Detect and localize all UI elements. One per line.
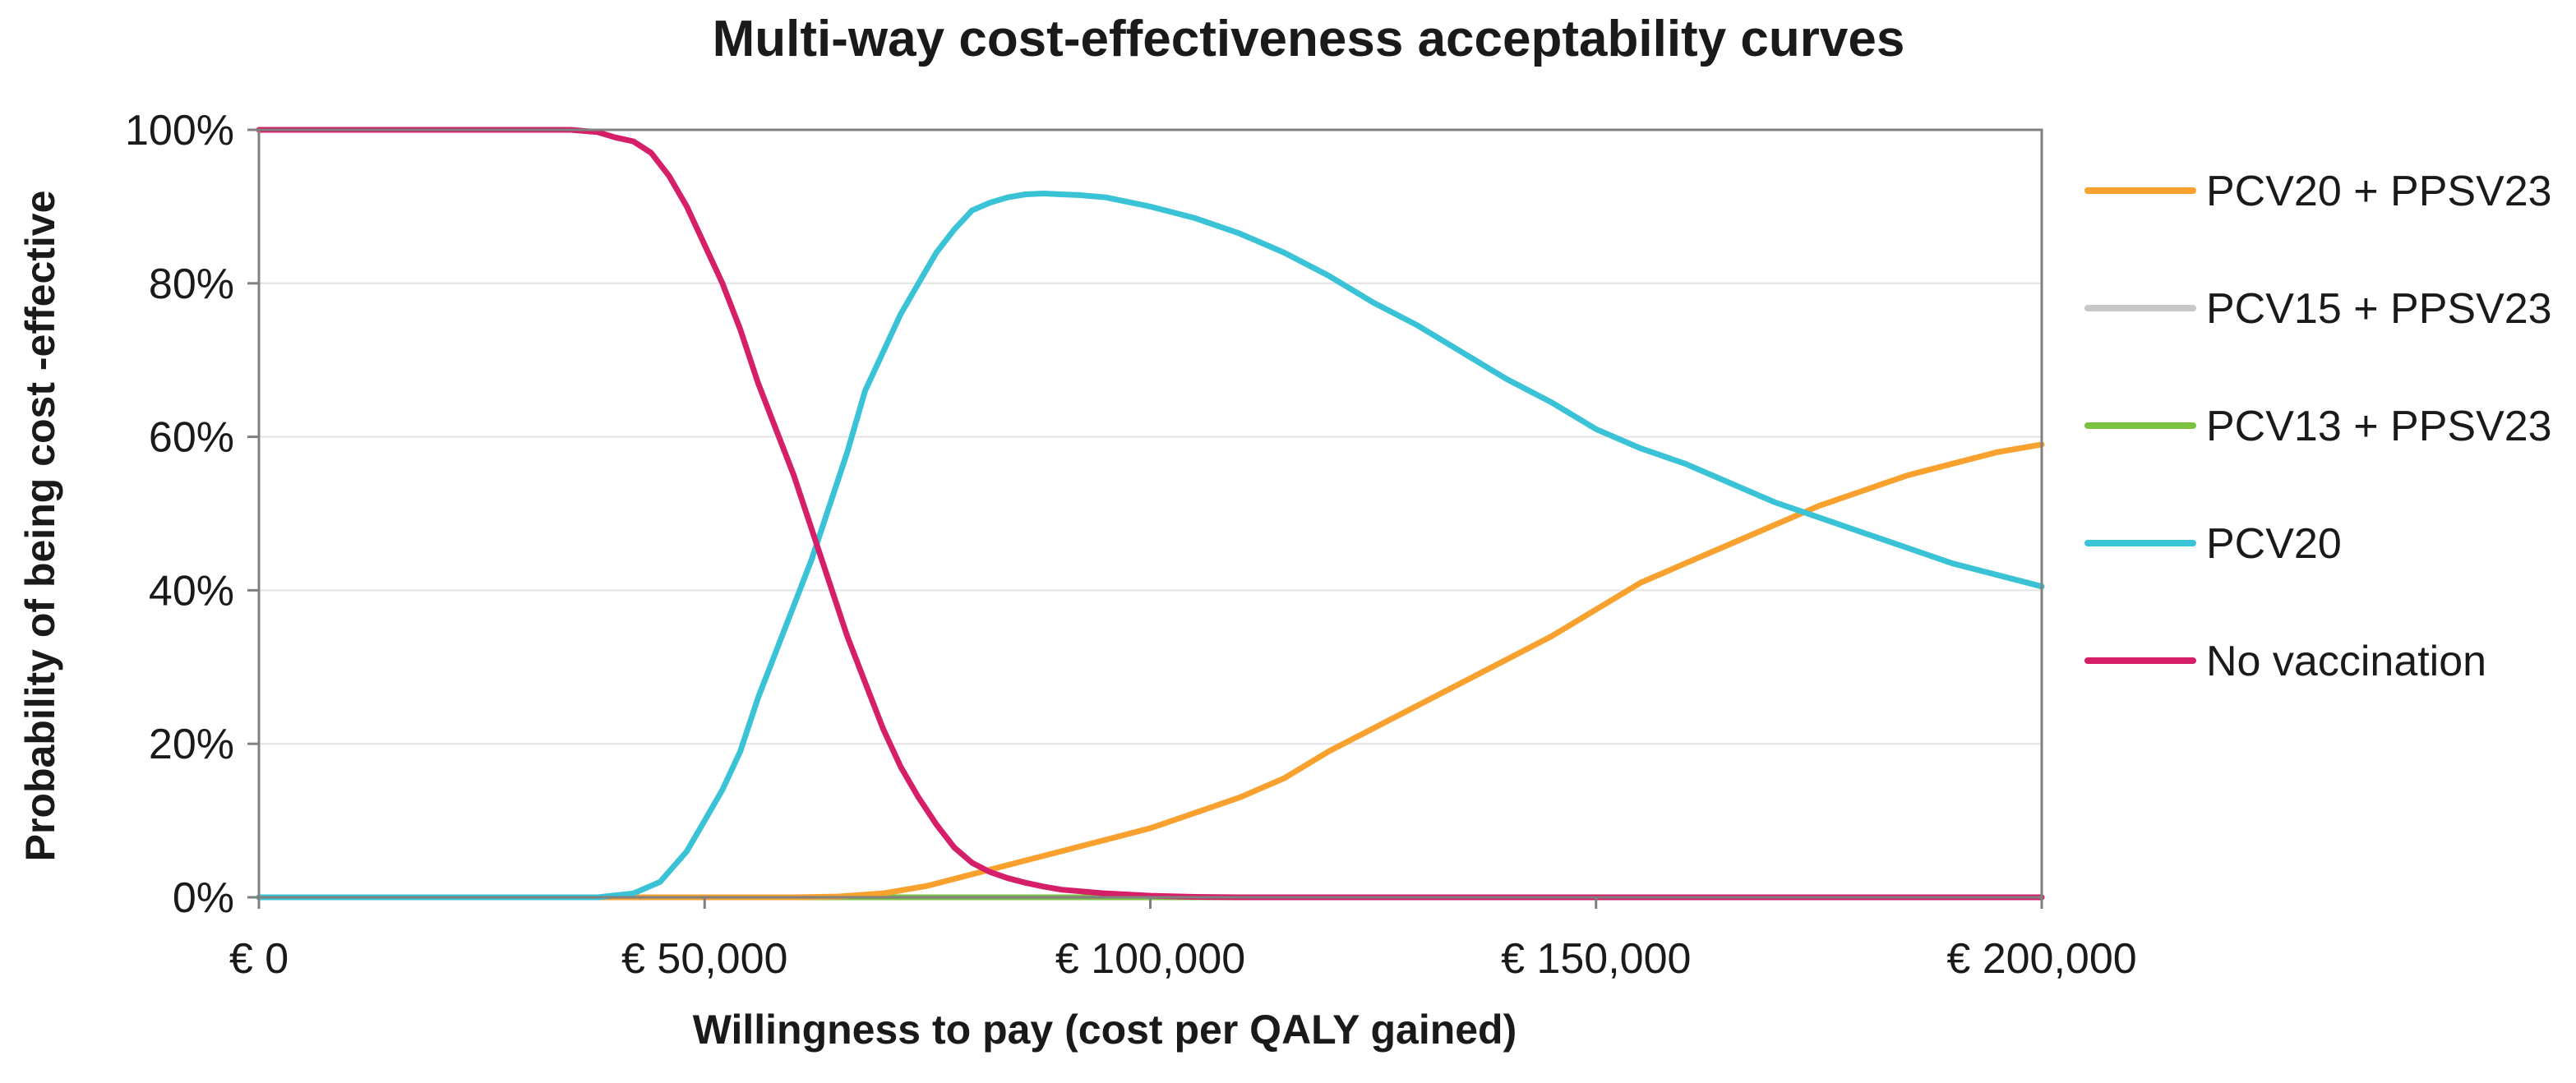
x-tick-label: € 150,000	[1501, 935, 1691, 983]
x-axis-label: Willingness to pay (cost per QALY gained…	[693, 1007, 1517, 1053]
x-tick-label: € 200,000	[1946, 935, 2136, 983]
y-tick-label: 20%	[149, 721, 234, 768]
series-line-pcv20	[256, 191, 2045, 901]
y-axis-label: Probability of being cost -effective	[17, 191, 63, 862]
y-tick-label: 80%	[149, 260, 234, 308]
legend-label: PCV20	[2206, 520, 2342, 568]
x-tick-label: € 0	[229, 935, 289, 983]
y-tick-label: 40%	[149, 567, 234, 615]
legend-label: PCV15 + PPSV23	[2206, 285, 2552, 333]
series-line-no-vaccination	[256, 127, 2045, 901]
x-tick-label: € 50,000	[621, 935, 787, 983]
grid	[259, 282, 2042, 745]
axes: 0% 20% 40% 60% 80% 100% € 0 € 50,000 € 100,000 € …	[125, 107, 2137, 983]
series-lines	[256, 127, 2045, 901]
chart-title: Multi-way cost-effectiveness acceptabili…	[713, 11, 1905, 67]
y-tick-label: 60%	[149, 414, 234, 462]
legend-label: No vaccination	[2206, 638, 2486, 685]
y-tick-label: 100%	[125, 107, 234, 154]
series-line-pcv20-ppsv23	[256, 441, 2045, 901]
legend-label: PCV20 + PPSV23	[2206, 168, 2552, 215]
plot-frame	[257, 128, 2043, 899]
legend-label: PCV13 + PPSV23	[2206, 403, 2552, 450]
x-tick-label: € 100,000	[1055, 935, 1245, 983]
y-tick-label: 0%	[173, 874, 234, 922]
legend: PCV20 + PPSV23 PCV15 + PPSV23 PCV13 + PPSV…	[2084, 168, 2552, 685]
